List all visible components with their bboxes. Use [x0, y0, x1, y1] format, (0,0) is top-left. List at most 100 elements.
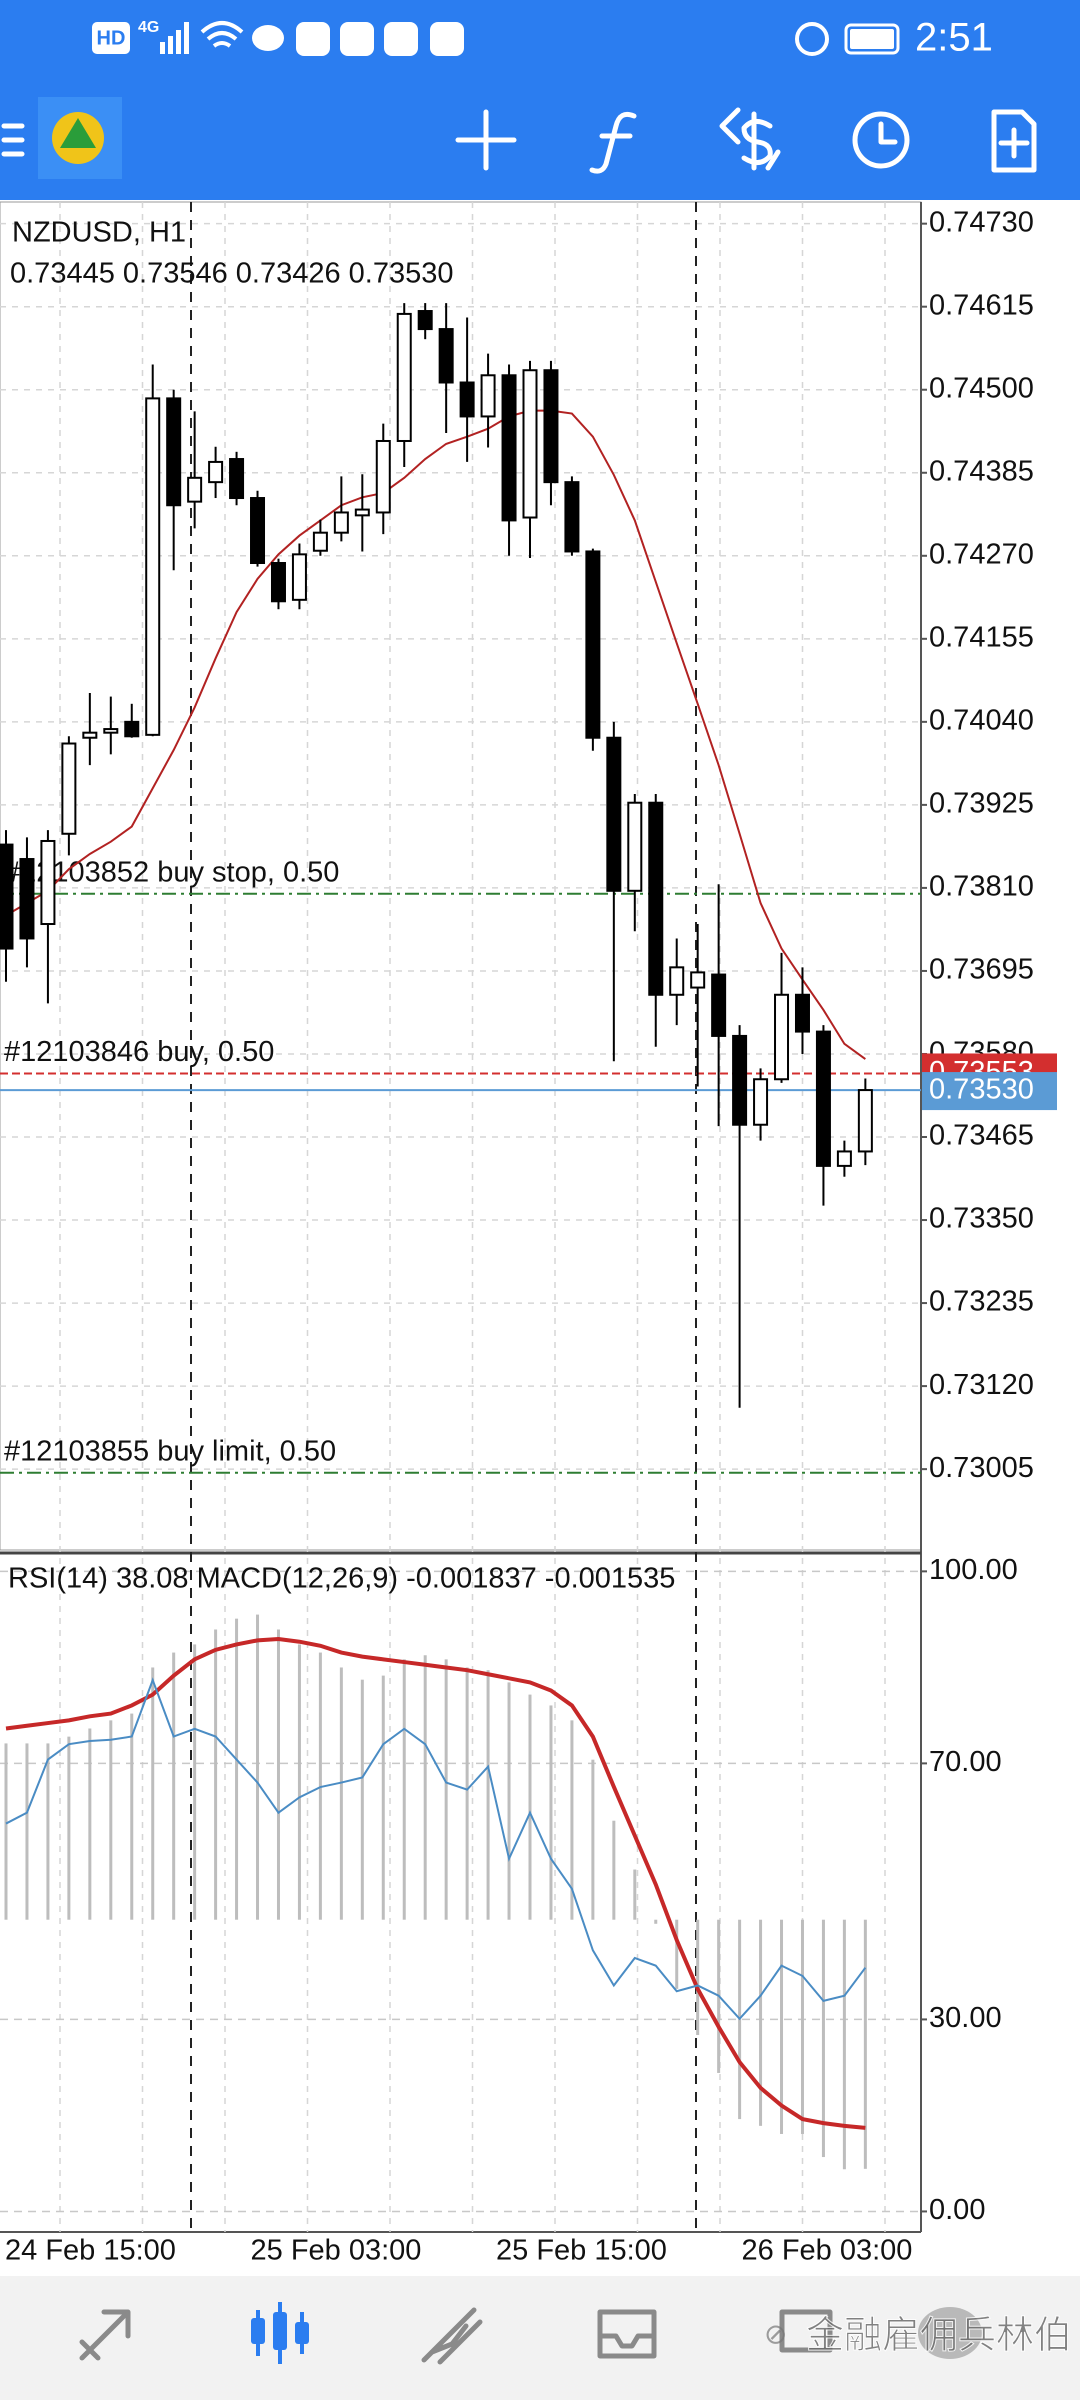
candle-body: [333, 511, 349, 534]
macd-bar: [193, 1644, 197, 1920]
candle-body: [438, 328, 454, 384]
macd-bar: [842, 1919, 846, 2170]
bid-tag: [922, 1072, 1057, 1111]
macd-bar: [444, 1659, 448, 1920]
macd-bar: [528, 1694, 532, 1920]
macd-bar: [235, 1618, 239, 1920]
candle-body: [753, 1078, 769, 1126]
network-label: 4G: [138, 19, 159, 36]
candle-body: [166, 397, 182, 507]
y-tick-label: 0.73005: [929, 1452, 1034, 1484]
clock-time: 2:51: [915, 16, 993, 60]
candle-body: [774, 993, 790, 1081]
crosshair-button[interactable]: [455, 109, 517, 171]
candle-body: [396, 312, 412, 442]
app-logo-mark: [60, 118, 96, 148]
messages-tab[interactable]: [779, 2309, 833, 2353]
candle-body: [208, 460, 224, 484]
status-bar: HD 4G 2:51: [92, 16, 993, 60]
candle-body: [836, 1150, 852, 1167]
x-tick-label: 25 Feb 03:00: [251, 2235, 422, 2267]
macd-bar: [4, 1743, 8, 1920]
indicators-button[interactable]: [589, 111, 637, 174]
y-tick-label: 0.73695: [929, 954, 1034, 986]
macd-bar: [256, 1614, 260, 1920]
y-tick-label: 0.73810: [929, 871, 1034, 903]
macd-bar: [402, 1659, 406, 1920]
battery-level: [850, 29, 894, 49]
moving-average: [5, 409, 866, 1060]
menu-button[interactable]: [1, 123, 25, 157]
candle-body: [480, 374, 496, 418]
history-tab[interactable]: [597, 2309, 657, 2359]
candle-body: [375, 439, 391, 514]
macd-bar: [25, 1743, 29, 1920]
macd-bar: [67, 1736, 71, 1920]
macd-bar: [507, 1682, 511, 1920]
macd-bar: [591, 1759, 595, 1920]
candle-body: [711, 973, 727, 1037]
y-tick-label: 0.74500: [929, 372, 1034, 404]
chart-tab[interactable]: [251, 2302, 309, 2364]
candle-body: [459, 381, 475, 418]
macd-bar: [800, 1919, 804, 2134]
candle-body: [543, 369, 559, 484]
watermark: 金融雇佣兵林伯: [806, 2315, 1072, 2357]
ohlc-values: 0.73445 0.73546 0.73426 0.73530: [10, 258, 453, 290]
macd-bar: [88, 1728, 92, 1920]
hd-badge: [92, 22, 130, 54]
macd-bar: [130, 1713, 134, 1920]
macd-bar: [297, 1644, 301, 1920]
macd-bar: [696, 1919, 700, 2035]
macd-bar: [759, 1919, 763, 2126]
macd-bar: [821, 1919, 825, 2158]
wifi-icon: [200, 21, 244, 48]
bottom-nav: [0, 2276, 1080, 2400]
candle-body: [648, 801, 664, 996]
candle-body: [312, 531, 328, 552]
y-tick-label: 100.00: [929, 1554, 1018, 1586]
macd-bar: [172, 1652, 176, 1920]
y-tick-label: 0.73925: [929, 788, 1034, 820]
rsi-line: [5, 1677, 867, 2021]
app-icon: [384, 22, 418, 56]
macd-signal-line: [5, 1636, 866, 2130]
macd-bar: [654, 1919, 658, 1924]
macd-bar: [612, 1820, 616, 1920]
macd-bar: [360, 1679, 364, 1920]
app-icon: [340, 22, 374, 56]
timeframe-hands: [878, 121, 898, 145]
candle-body: [145, 397, 161, 736]
trade-button[interactable]: [719, 107, 781, 171]
macd-bar: [549, 1705, 553, 1920]
candle-body: [627, 801, 643, 892]
watermark-icon: ⊘: [764, 2318, 787, 2349]
candle-body: [815, 1030, 831, 1167]
macd-bar: [423, 1655, 427, 1920]
y-tick-label: 0.74155: [929, 621, 1034, 653]
y-tick-label: 0.73120: [929, 1369, 1034, 1401]
macd-bar: [570, 1720, 574, 1920]
candle-body: [82, 731, 98, 739]
app-icon: [430, 22, 464, 56]
trade-tab[interactable]: [421, 2307, 483, 2365]
candle-body: [19, 858, 35, 940]
candle-body: [354, 508, 370, 517]
chat-icon: [252, 25, 284, 51]
y-tick-label: 0.73350: [929, 1203, 1034, 1235]
candle-body: [417, 310, 433, 331]
battery-icon: [844, 23, 900, 55]
quotes-tab[interactable]: [79, 2309, 131, 2361]
y-tick-label: 0.74040: [929, 705, 1034, 737]
bid-tag-label: 0.73530: [929, 1074, 1034, 1106]
macd-bar: [109, 1720, 113, 1920]
candle-body: [606, 736, 622, 892]
macd-bar: [339, 1667, 343, 1920]
candle-body: [794, 993, 810, 1033]
new-order-button[interactable]: [991, 109, 1037, 173]
macd-bar: [465, 1667, 469, 1920]
macd-bar: [46, 1743, 50, 1920]
candle-body: [501, 374, 517, 522]
timeframe-button[interactable]: [852, 111, 910, 169]
candle-body: [124, 720, 140, 738]
